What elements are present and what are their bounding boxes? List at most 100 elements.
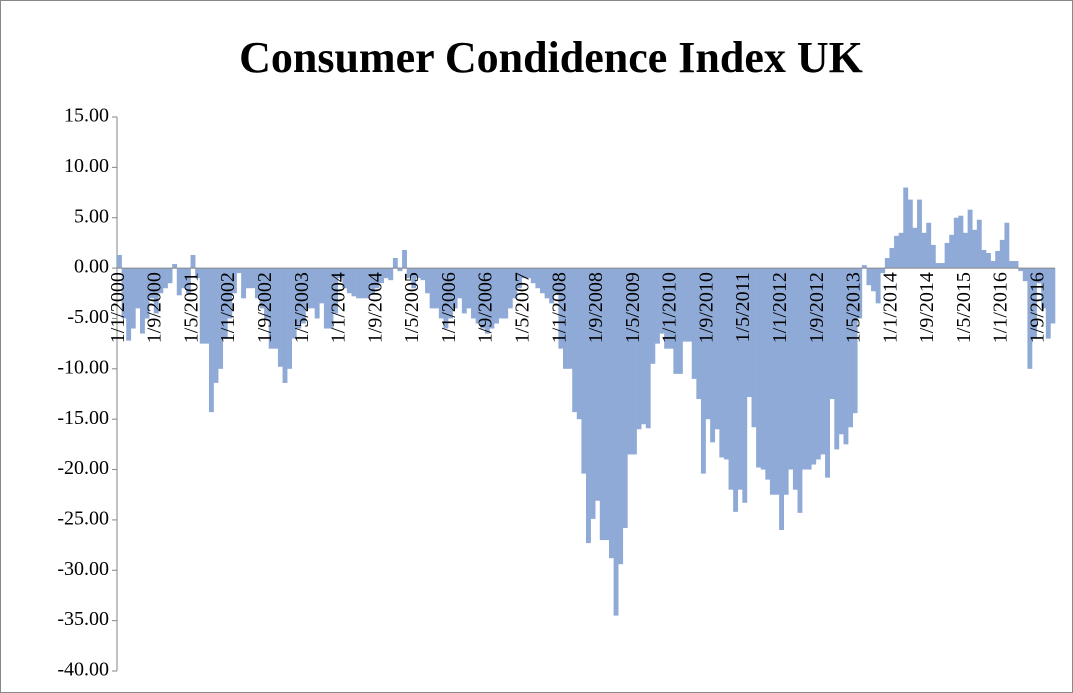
bar (1045, 268, 1051, 339)
bar (544, 268, 550, 299)
y-tick-label: -25.00 (57, 508, 109, 530)
bar (484, 268, 490, 334)
bar (277, 268, 283, 367)
bar (595, 268, 601, 501)
bar (471, 268, 476, 319)
bar (884, 258, 890, 269)
bar (944, 242, 950, 269)
y-tick-label: -35.00 (57, 608, 109, 630)
bar (797, 268, 803, 513)
bar (696, 268, 702, 400)
x-tick-label: 1/9/2014 (916, 272, 938, 343)
bar (838, 268, 844, 435)
bar (880, 268, 886, 274)
x-tick-label: 1/9/2000 (144, 272, 166, 343)
bar (365, 268, 371, 299)
bar (779, 268, 785, 530)
bar (250, 268, 256, 289)
bar (673, 268, 679, 374)
bar (328, 268, 334, 329)
bar (898, 232, 904, 269)
bar (733, 268, 739, 512)
bar (162, 268, 168, 289)
bar (494, 268, 499, 324)
x-tick-label: 1/1/2004 (328, 272, 350, 343)
bar (530, 268, 536, 284)
bar (310, 268, 316, 309)
bar (517, 268, 522, 289)
bar (466, 268, 472, 309)
bar (535, 268, 541, 289)
bar (700, 268, 706, 474)
bar (172, 264, 178, 269)
bar (346, 268, 352, 294)
y-tick-label: 10.00 (64, 155, 109, 177)
x-tick-label: 1/5/2009 (622, 272, 644, 343)
bar (760, 268, 766, 470)
bar (967, 209, 973, 269)
bar (1022, 268, 1028, 282)
bar (429, 268, 435, 309)
bar (540, 268, 545, 294)
bar (218, 268, 224, 369)
bar (1050, 268, 1056, 324)
bar (792, 268, 798, 490)
bar (227, 268, 233, 319)
bar (677, 268, 683, 374)
bar (356, 268, 361, 299)
bar (848, 268, 853, 428)
x-tick-label: 1/5/2001 (180, 272, 202, 343)
y-tick-label: -10.00 (57, 356, 109, 378)
bar (425, 268, 430, 294)
bar (829, 268, 835, 400)
bar (314, 268, 320, 319)
x-tick-label: 1/5/2015 (953, 272, 975, 343)
bar (300, 268, 306, 324)
bar (935, 263, 941, 269)
bar (503, 268, 509, 319)
bar (305, 268, 311, 309)
bar (158, 268, 164, 294)
bar (756, 268, 762, 468)
bar (636, 268, 642, 430)
bar (480, 268, 486, 329)
bar (995, 250, 1001, 269)
bar (871, 268, 876, 292)
x-tick-label: 1/5/2011 (732, 272, 754, 342)
x-tick-label: 1/9/2010 (695, 272, 717, 343)
bar (181, 268, 187, 289)
bar (521, 268, 527, 279)
bar (912, 227, 918, 269)
x-tick-label: 1/5/2003 (291, 272, 313, 343)
bar (199, 268, 205, 344)
bar (999, 239, 1005, 269)
bar (572, 268, 578, 413)
bar (705, 268, 711, 420)
x-tick-label: 1/1/2002 (217, 272, 239, 343)
bar (668, 268, 674, 349)
bar (563, 268, 568, 369)
bar (1036, 268, 1042, 284)
y-tick-label: 5.00 (74, 205, 109, 227)
bar (319, 268, 325, 304)
bar (1027, 268, 1033, 369)
bar (765, 268, 771, 480)
bar (1004, 222, 1010, 269)
x-tick-label: 1/9/2012 (806, 272, 828, 343)
x-tick-label: 1/1/2000 (107, 272, 129, 343)
bar (576, 268, 582, 420)
bar (383, 268, 389, 279)
bar (360, 268, 366, 299)
bar (139, 268, 145, 334)
bar (631, 268, 637, 455)
bar (737, 268, 743, 490)
bar (608, 268, 614, 559)
bar (153, 268, 159, 314)
bar (213, 268, 219, 383)
bar (723, 268, 729, 460)
bar (719, 268, 725, 458)
bar (392, 258, 398, 269)
x-tick-label: 1/1/2006 (438, 272, 460, 343)
bar (406, 268, 412, 279)
